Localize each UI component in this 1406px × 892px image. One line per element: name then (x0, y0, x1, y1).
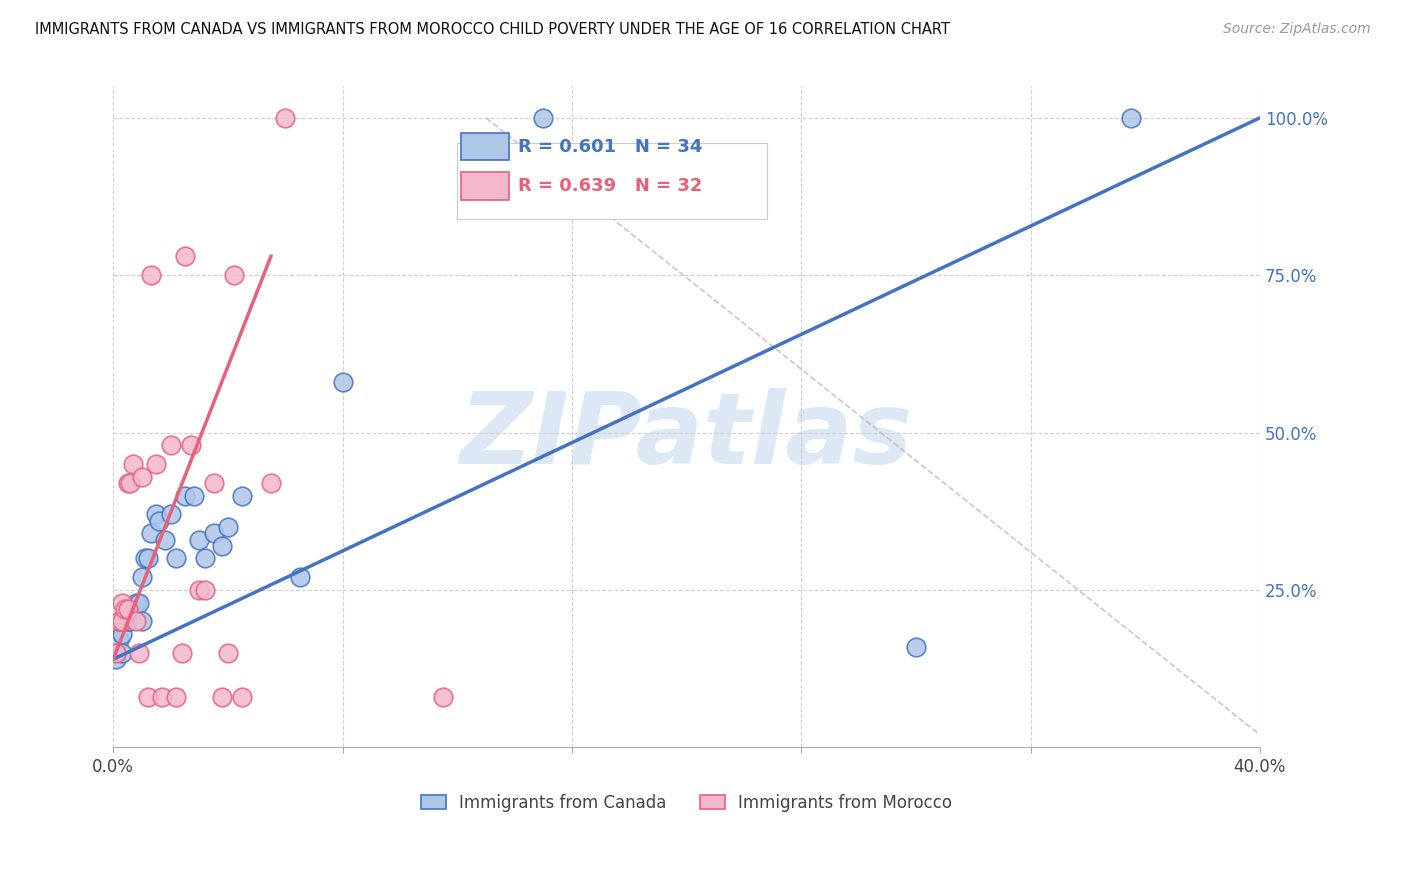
Text: IMMIGRANTS FROM CANADA VS IMMIGRANTS FROM MOROCCO CHILD POVERTY UNDER THE AGE OF: IMMIGRANTS FROM CANADA VS IMMIGRANTS FRO… (35, 22, 950, 37)
Point (117, 615, 139, 629)
Point (217, 520, 239, 534)
Point (904, 640, 927, 654)
Point (183, 489, 205, 503)
Point (105, 652, 128, 666)
FancyBboxPatch shape (461, 133, 509, 161)
Point (159, 438, 181, 452)
FancyBboxPatch shape (461, 172, 509, 200)
Point (145, 457, 167, 471)
Point (131, 469, 153, 483)
Point (125, 596, 148, 610)
Point (136, 551, 159, 566)
Point (120, 475, 142, 490)
Point (114, 602, 136, 616)
Point (432, 690, 454, 704)
FancyBboxPatch shape (457, 143, 766, 219)
Legend: Immigrants from Canada, Immigrants from Morocco: Immigrants from Canada, Immigrants from … (420, 794, 952, 812)
Point (211, 690, 233, 704)
Point (111, 615, 134, 629)
Text: R = 0.601   N = 34: R = 0.601 N = 34 (517, 137, 703, 155)
Point (139, 268, 162, 283)
Point (105, 646, 128, 660)
Point (145, 508, 167, 522)
Point (211, 539, 233, 553)
Point (128, 646, 150, 660)
Point (134, 551, 156, 566)
Point (114, 615, 136, 629)
Point (122, 602, 145, 616)
Point (122, 457, 145, 471)
Point (194, 551, 217, 566)
Point (128, 596, 150, 610)
Point (202, 475, 225, 490)
Point (180, 438, 202, 452)
Point (148, 514, 170, 528)
Point (108, 615, 131, 629)
Point (125, 615, 148, 629)
Point (165, 690, 187, 704)
Point (188, 533, 211, 547)
Point (136, 690, 159, 704)
Point (153, 533, 176, 547)
Point (260, 475, 283, 490)
Point (202, 526, 225, 541)
Point (117, 602, 139, 616)
Point (111, 646, 134, 660)
Point (174, 249, 197, 263)
Point (188, 582, 211, 597)
Point (111, 627, 134, 641)
Text: ZIPatlas: ZIPatlas (460, 388, 912, 485)
Point (1119, 111, 1142, 125)
Point (231, 690, 253, 704)
Point (170, 646, 193, 660)
Text: R = 0.639   N = 32: R = 0.639 N = 32 (517, 178, 703, 195)
Point (117, 475, 139, 490)
Point (217, 646, 239, 660)
Point (120, 615, 142, 629)
Point (274, 111, 297, 125)
Point (531, 111, 554, 125)
Point (231, 489, 253, 503)
Point (108, 633, 131, 648)
Point (139, 526, 162, 541)
Point (194, 582, 217, 597)
Point (111, 596, 134, 610)
Point (150, 690, 173, 704)
Point (288, 570, 311, 584)
Point (117, 602, 139, 616)
Point (131, 615, 153, 629)
Point (165, 551, 187, 566)
Point (174, 489, 197, 503)
Point (131, 570, 153, 584)
Point (108, 615, 131, 629)
Point (222, 268, 245, 283)
Point (159, 508, 181, 522)
Text: Source: ZipAtlas.com: Source: ZipAtlas.com (1223, 22, 1371, 37)
Point (332, 376, 354, 390)
